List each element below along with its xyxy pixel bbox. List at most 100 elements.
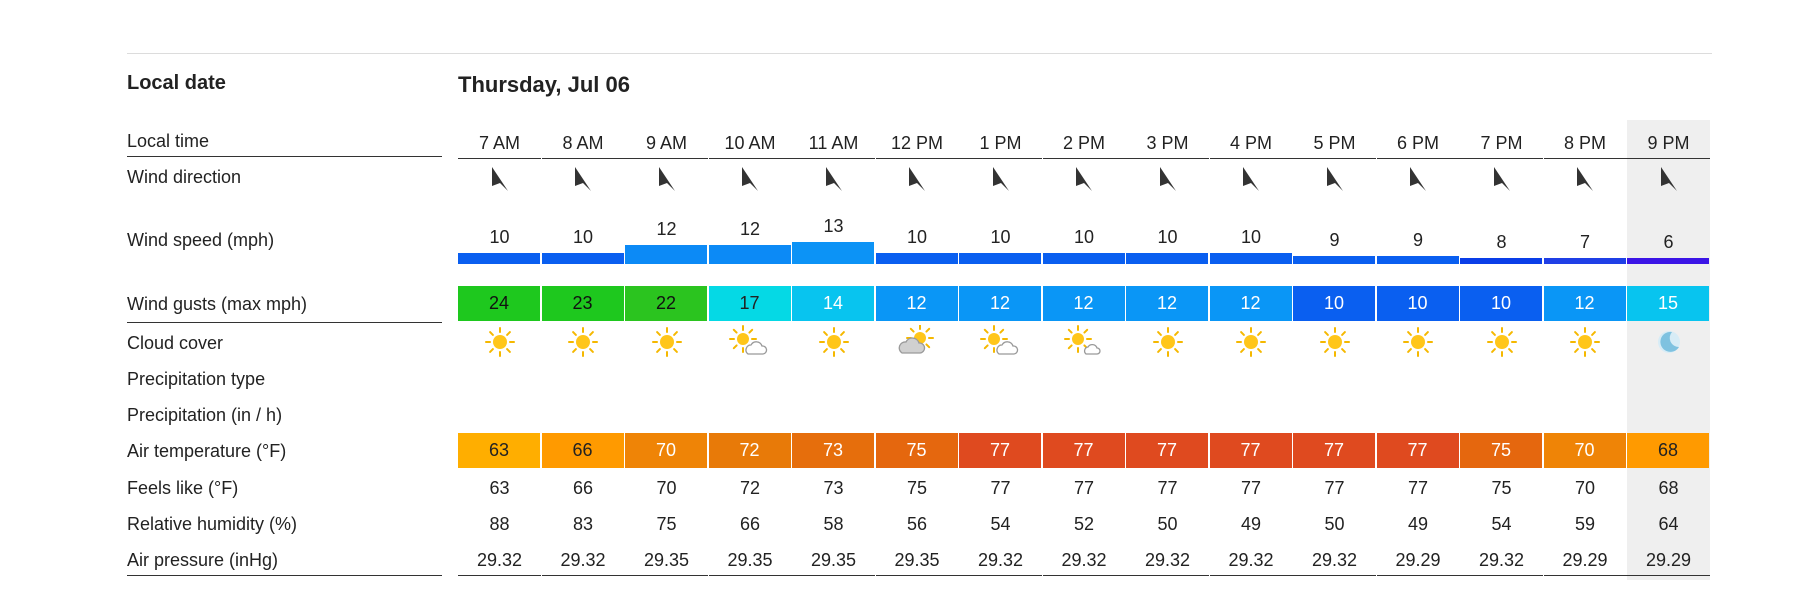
wind-speed-bar [708, 245, 791, 264]
air-pressure-value: 29.29 [1376, 545, 1460, 576]
feels-like-value: 77 [1073, 478, 1095, 498]
relative-humidity-value: 88 [489, 514, 510, 534]
wind-direction-arrow-icon [1126, 164, 1209, 200]
wind-direction-arrow-icon [1377, 164, 1460, 200]
feels-like-value: 77 [1157, 478, 1178, 498]
hour-time: 9 AM [625, 128, 708, 159]
wind-speed-bar [1543, 258, 1626, 264]
hour-time: 2 PM [1042, 128, 1126, 159]
wind-speed-bar-area [875, 230, 959, 264]
air-temperature-value: 72 [708, 433, 791, 468]
feels-like-value: 75 [906, 478, 928, 498]
feels-like-value: 70 [656, 478, 677, 498]
wind-gust-value: 10 [1460, 286, 1542, 321]
cloud-sun-icon [876, 325, 959, 359]
wind-speed-value: 10 [572, 227, 594, 247]
wind-speed-bar [875, 253, 958, 264]
wind-speed-bar [1627, 258, 1709, 264]
air-temperature-value: 68 [1627, 433, 1709, 468]
sun-icon [542, 325, 625, 359]
hour-time: 9 PM [1627, 128, 1710, 159]
air-temperature-value: 77 [1209, 433, 1292, 468]
hour-column: 6 PM 9 10 77 77 49 29.29 [1376, 120, 1460, 580]
relative-humidity-value: 58 [823, 514, 844, 534]
wind-gust-value: 12 [1042, 286, 1125, 321]
wind-direction-arrow-icon [625, 164, 708, 200]
wind-speed-value: 12 [739, 219, 761, 239]
hour-time: 6 PM [1376, 128, 1460, 159]
wind-speed-value: 10 [906, 227, 928, 247]
hour-column: 5 PM 9 10 77 77 50 29.32 [1293, 120, 1376, 580]
wind-speed-bar-area [1209, 230, 1293, 264]
hour-column: 10 AM 12 17 72 72 66 29.35 [708, 120, 792, 580]
wind-speed-bar [1376, 256, 1459, 264]
air-temperature-value: 70 [625, 433, 707, 468]
feels-like-value: 63 [489, 478, 510, 498]
feels-like-value: 77 [990, 478, 1011, 498]
label-precipitation-type: Precipitation type [127, 369, 266, 389]
sun-icon [1210, 325, 1293, 359]
air-pressure-value: 29.35 [625, 545, 708, 576]
wind-gust-value: 12 [1126, 286, 1208, 321]
relative-humidity-value: 56 [906, 514, 928, 534]
wind-speed-bar-area [1376, 230, 1460, 264]
hour-time: 11 AM [792, 128, 875, 159]
wind-direction-arrow-icon [709, 164, 792, 200]
label-local-date: Local date [127, 72, 226, 94]
wind-direction-arrow-icon [959, 164, 1042, 200]
air-temperature-value: 77 [1376, 433, 1459, 468]
air-temperature-value: 70 [1543, 433, 1626, 468]
relative-humidity-value: 59 [1574, 514, 1596, 534]
sun-icon [1377, 325, 1460, 359]
hour-time: 4 PM [1209, 128, 1293, 159]
wind-speed-value: 10 [1157, 227, 1178, 247]
air-temperature-value: 73 [792, 433, 874, 468]
wind-speed-bar-area [625, 230, 708, 264]
wind-speed-value: 9 [1412, 230, 1423, 250]
feels-like-value: 75 [1491, 478, 1512, 498]
air-temperature-value: 77 [1126, 433, 1208, 468]
air-pressure-value: 29.32 [1126, 545, 1209, 576]
hour-column: 12 PM 10 12 75 75 56 29.35 [875, 120, 959, 580]
wind-speed-bar-area [708, 230, 792, 264]
hour-time: 7 PM [1460, 128, 1543, 159]
relative-humidity-value: 75 [656, 514, 677, 534]
wind-gust-value: 17 [708, 286, 791, 321]
air-pressure-value: 29.32 [1209, 545, 1293, 576]
relative-humidity-value: 66 [739, 514, 761, 534]
wind-speed-bar-area [1543, 230, 1627, 264]
feels-like-value: 72 [739, 478, 761, 498]
wind-gust-value: 10 [1376, 286, 1459, 321]
air-pressure-value: 29.29 [1627, 545, 1710, 576]
wind-direction-arrow-icon [1460, 164, 1543, 200]
hour-column: 2 PM 10 12 77 77 52 29.32 [1042, 120, 1126, 580]
wind-direction-arrow-icon [792, 164, 875, 200]
sun-icon [1544, 325, 1627, 359]
wind-gust-value: 10 [1293, 286, 1375, 321]
feels-like-value: 68 [1658, 478, 1679, 498]
air-temperature-value: 77 [959, 433, 1041, 468]
top-divider [127, 53, 1712, 54]
air-temperature-value: 77 [1042, 433, 1125, 468]
hour-time: 8 AM [541, 128, 625, 159]
wind-speed-bar-area [1627, 230, 1710, 264]
wind-direction-arrow-icon [1043, 164, 1126, 200]
wind-speed-value: 12 [656, 219, 677, 239]
wind-speed-bar [959, 253, 1041, 264]
label-feels-like: Feels like (°F) [127, 478, 239, 498]
wind-direction-arrow-icon [542, 164, 625, 200]
sun-icon [1293, 325, 1376, 359]
local-date-title: Thursday, Jul 06 [458, 72, 630, 97]
sun-cloud-icon [709, 325, 792, 359]
sun-icon [458, 325, 541, 359]
wind-speed-bar-area [1293, 230, 1376, 264]
air-pressure-value: 29.32 [458, 545, 541, 576]
wind-speed-bar [1126, 253, 1208, 264]
wind-speed-value: 10 [489, 227, 510, 247]
sun-icon [792, 325, 875, 359]
label-wind-gusts: Wind gusts (max mph) [127, 287, 442, 323]
wind-gust-value: 15 [1627, 286, 1709, 321]
wind-speed-value: 9 [1329, 230, 1340, 250]
relative-humidity-value: 50 [1324, 514, 1345, 534]
wind-speed-bar [541, 253, 624, 264]
